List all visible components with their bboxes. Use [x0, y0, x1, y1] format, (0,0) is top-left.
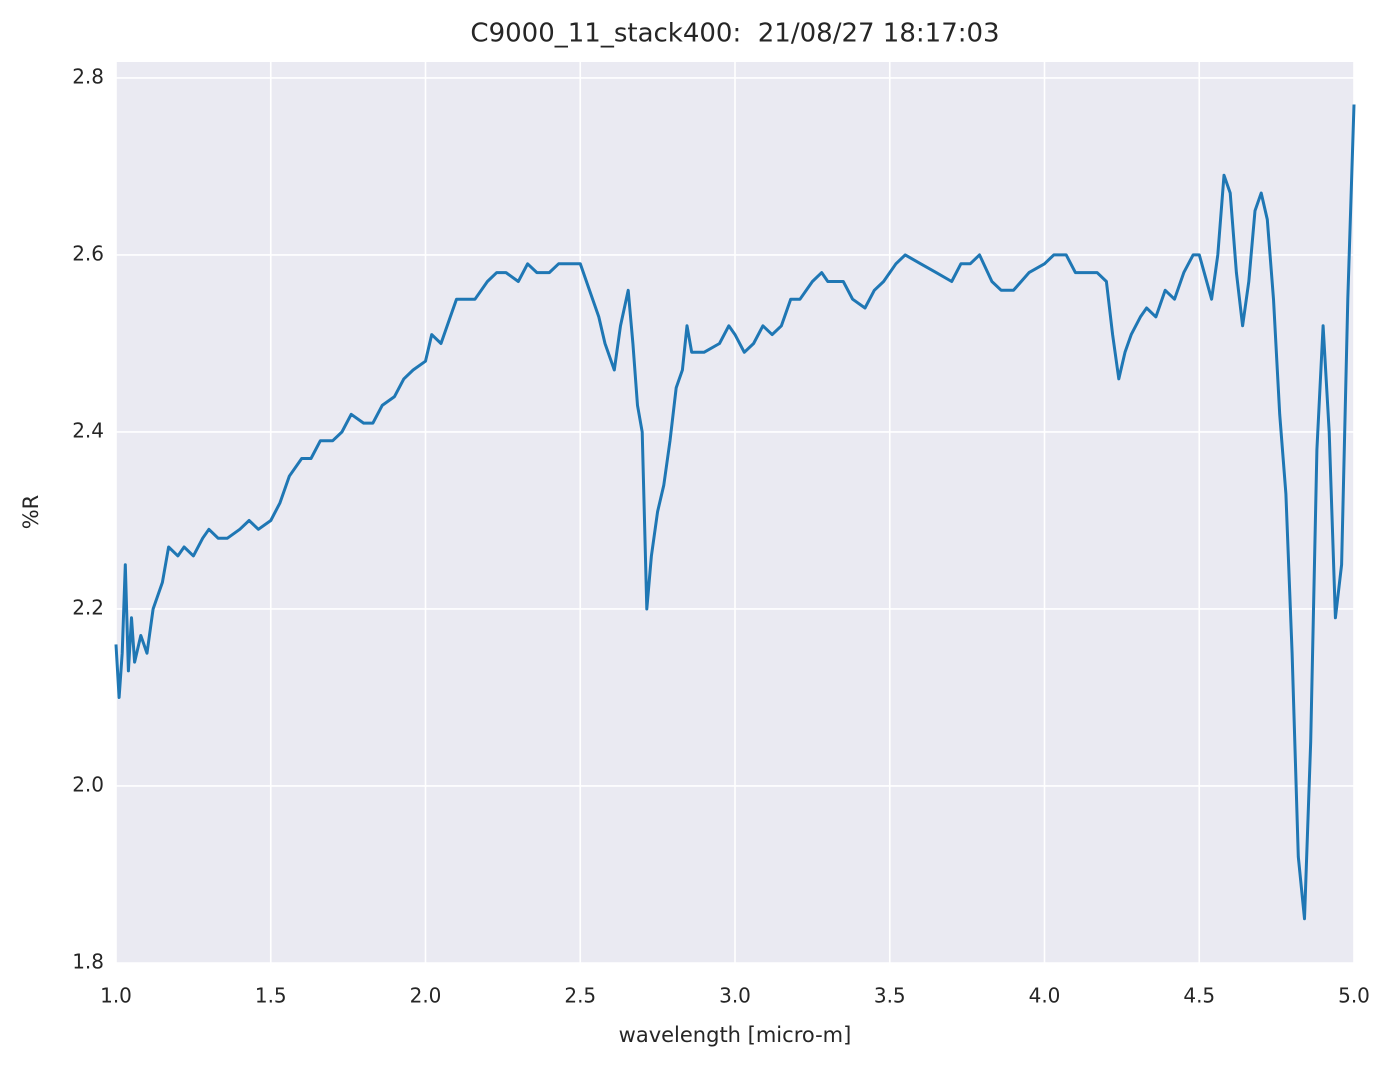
x-tick-label: 3.5: [874, 984, 906, 1008]
y-tick-label: 2.4: [72, 418, 104, 442]
x-tick-label: 3.0: [719, 984, 751, 1008]
y-axis-label: %R: [19, 495, 43, 530]
y-tick-label: 1.8: [72, 950, 104, 974]
x-axis-label: wavelength [micro-m]: [619, 1023, 852, 1047]
y-tick-label: 2.6: [72, 241, 104, 265]
y-tick-label: 2.2: [72, 595, 104, 619]
x-tick-label: 4.0: [1029, 984, 1061, 1008]
x-tick-label: 5.0: [1338, 984, 1370, 1008]
x-tick-label: 1.5: [255, 984, 287, 1008]
y-tick-label: 2.8: [72, 64, 104, 88]
x-tick-label: 2.5: [564, 984, 596, 1008]
y-tick-label: 2.0: [72, 772, 104, 796]
x-tick-label: 4.5: [1183, 984, 1215, 1008]
chart-title: C9000_11_stack400: 21/08/27 18:17:03: [470, 19, 999, 49]
x-tick-label: 1.0: [100, 984, 132, 1008]
data-line: [114, 104, 1356, 921]
x-tick-label: 2.0: [410, 984, 442, 1008]
